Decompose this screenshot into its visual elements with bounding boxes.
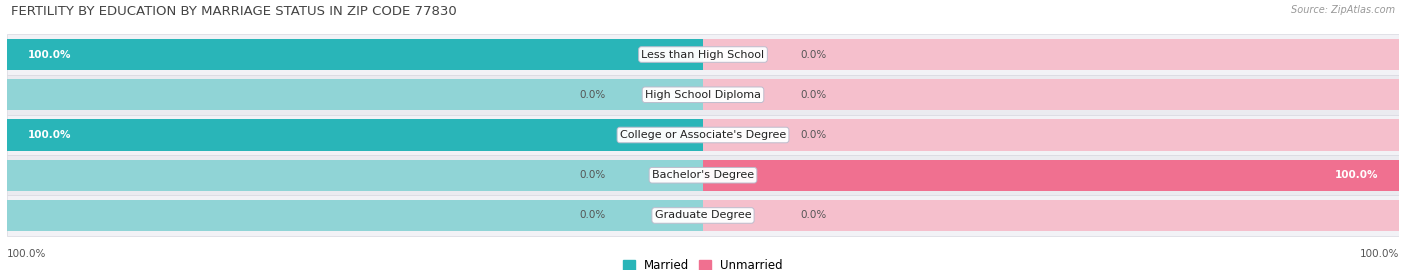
Bar (7, 39, 703, 70)
Text: FERTILITY BY EDUCATION BY MARRIAGE STATUS IN ZIP CODE 77830: FERTILITY BY EDUCATION BY MARRIAGE STATU… (11, 5, 457, 18)
Text: 100.0%: 100.0% (1334, 170, 1378, 180)
Text: 100.0%: 100.0% (7, 249, 46, 259)
Text: Graduate Degree: Graduate Degree (655, 211, 751, 221)
Legend: Married, Unmarried: Married, Unmarried (619, 254, 787, 270)
Text: 0.0%: 0.0% (800, 130, 827, 140)
Bar (703, 160, 1399, 191)
Bar (7, 34, 1399, 75)
Text: 0.0%: 0.0% (800, 49, 827, 59)
Text: Less than High School: Less than High School (641, 49, 765, 59)
Bar (703, 119, 1399, 151)
Bar (703, 160, 1399, 191)
Bar (7, 39, 703, 70)
Text: 0.0%: 0.0% (800, 90, 827, 100)
Bar (7, 155, 1399, 195)
Text: 0.0%: 0.0% (579, 170, 606, 180)
Text: Source: ZipAtlas.com: Source: ZipAtlas.com (1291, 5, 1395, 15)
Bar (703, 200, 1399, 231)
Text: High School Diploma: High School Diploma (645, 90, 761, 100)
Bar (7, 200, 703, 231)
Bar (703, 39, 1399, 70)
Bar (7, 119, 703, 151)
Bar (7, 119, 703, 151)
Bar (703, 79, 1399, 110)
Text: 100.0%: 100.0% (1360, 249, 1399, 259)
Bar (7, 75, 1399, 115)
Text: 0.0%: 0.0% (579, 211, 606, 221)
Text: College or Associate's Degree: College or Associate's Degree (620, 130, 786, 140)
Text: Bachelor's Degree: Bachelor's Degree (652, 170, 754, 180)
Text: 0.0%: 0.0% (579, 90, 606, 100)
Text: 0.0%: 0.0% (800, 211, 827, 221)
Bar (7, 195, 1399, 236)
Text: 100.0%: 100.0% (28, 130, 72, 140)
Bar (7, 115, 1399, 155)
Bar (7, 160, 703, 191)
Text: 100.0%: 100.0% (28, 49, 72, 59)
Bar (7, 79, 703, 110)
